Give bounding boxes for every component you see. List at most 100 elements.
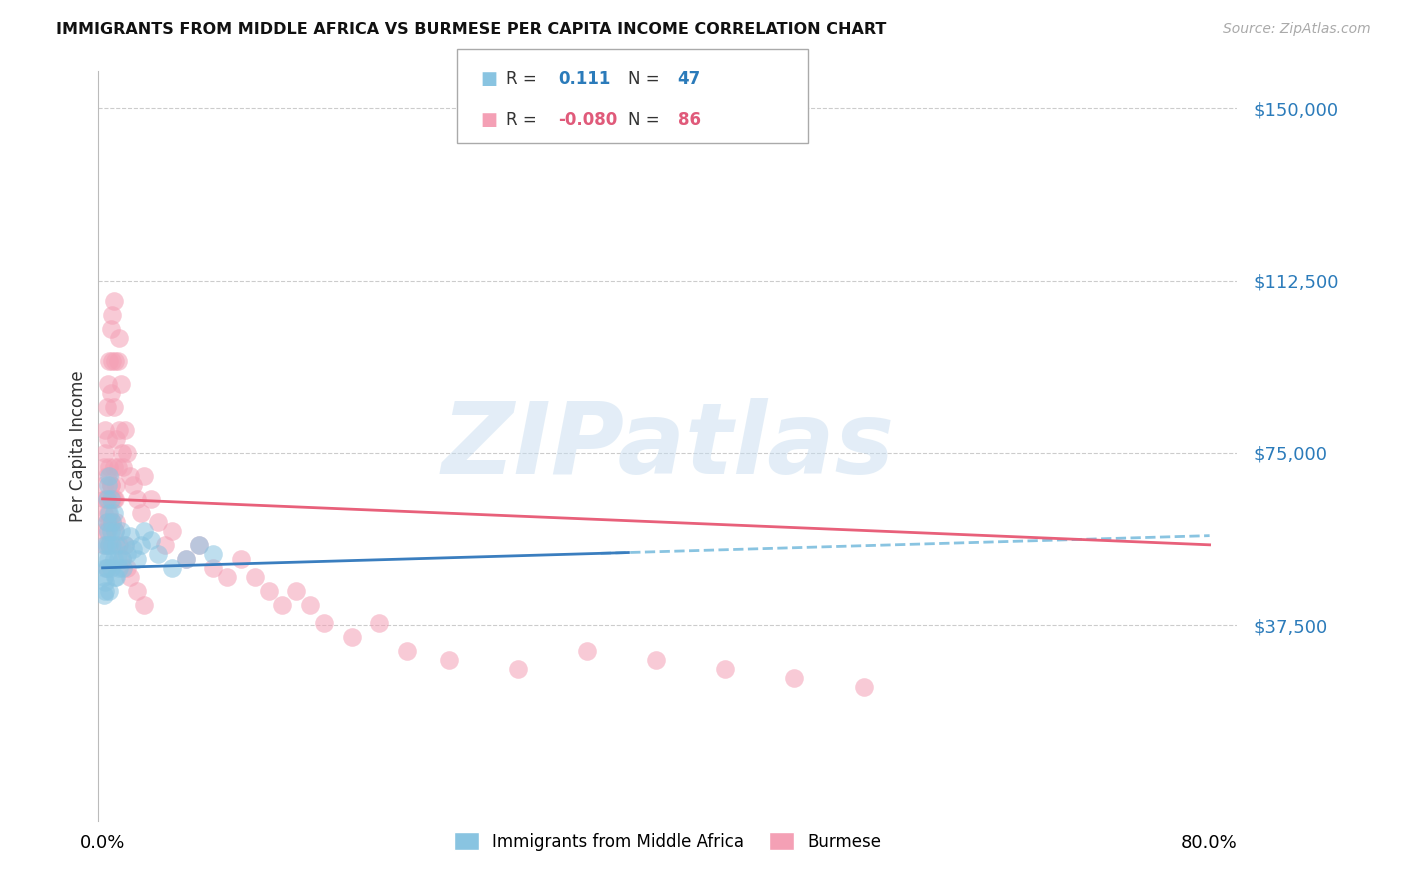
Point (93, 570, 115, 584)
Point (98, 354, 121, 368)
Point (100, 524, 122, 538)
Point (97, 432, 120, 446)
Point (98, 538, 121, 552)
Text: N =: N = (628, 70, 659, 88)
Point (437, 653, 460, 667)
Point (114, 538, 136, 552)
Point (105, 432, 128, 446)
Point (103, 491, 125, 506)
Point (312, 615, 335, 630)
Point (93, 506, 115, 520)
Point (103, 551, 125, 566)
Text: 86: 86 (678, 111, 700, 128)
Point (98, 515, 121, 529)
Point (103, 400, 125, 414)
Point (146, 547, 169, 561)
Point (93, 459, 115, 474)
Point (100, 478, 122, 492)
Point (94, 561, 117, 575)
Point (139, 533, 162, 548)
Text: Source: ZipAtlas.com: Source: ZipAtlas.com (1223, 22, 1371, 37)
Point (285, 583, 308, 598)
Point (98, 538, 121, 552)
Point (107, 551, 129, 566)
Point (96, 468, 118, 483)
Point (98, 506, 121, 520)
Point (103, 459, 125, 474)
Point (97, 491, 120, 506)
Point (229, 551, 252, 566)
Point (120, 528, 142, 542)
Point (120, 570, 142, 584)
Point (96, 491, 118, 506)
Point (93, 588, 115, 602)
Point (111, 446, 134, 460)
Point (110, 524, 132, 538)
Point (93, 538, 115, 552)
Point (108, 561, 131, 575)
Point (101, 515, 124, 529)
Point (257, 583, 280, 598)
Point (506, 662, 529, 676)
Point (112, 459, 135, 474)
Text: 0.111: 0.111 (558, 70, 610, 88)
Point (108, 331, 131, 345)
Point (107, 354, 129, 368)
Point (98, 468, 121, 483)
Point (146, 515, 169, 529)
Point (96, 515, 118, 529)
Point (132, 524, 155, 538)
Point (101, 538, 124, 552)
Point (120, 468, 142, 483)
Point (114, 538, 136, 552)
Point (97, 524, 120, 538)
Point (202, 547, 225, 561)
Point (111, 551, 134, 566)
Point (105, 515, 128, 529)
Point (104, 354, 127, 368)
Point (112, 561, 135, 575)
Point (98, 583, 121, 598)
Point (127, 551, 149, 566)
Point (271, 598, 294, 612)
Point (368, 615, 391, 630)
Text: R =: R = (506, 70, 537, 88)
Point (97, 376, 120, 391)
Point (94, 491, 117, 506)
Point (100, 478, 122, 492)
Point (153, 538, 176, 552)
Point (111, 551, 134, 566)
Point (108, 538, 131, 552)
Point (160, 524, 183, 538)
Point (97, 551, 120, 566)
Point (94, 524, 117, 538)
Point (104, 524, 127, 538)
Point (243, 570, 266, 584)
Point (105, 570, 128, 584)
Point (94, 583, 117, 598)
Point (783, 671, 806, 685)
Point (340, 630, 363, 644)
Point (217, 570, 239, 584)
Point (117, 446, 139, 460)
Point (122, 478, 145, 492)
Y-axis label: Per Capita Income: Per Capita Income (69, 370, 87, 522)
Point (575, 643, 598, 657)
Point (127, 583, 149, 598)
Point (174, 551, 197, 566)
Point (114, 423, 136, 437)
Point (188, 538, 211, 552)
Point (132, 598, 155, 612)
Point (93, 478, 115, 492)
Point (96, 515, 118, 529)
Point (131, 538, 153, 552)
Point (105, 478, 128, 492)
Text: ■: ■ (481, 70, 498, 88)
Point (299, 598, 322, 612)
Point (104, 570, 127, 584)
Point (104, 524, 127, 538)
Point (117, 561, 139, 575)
Point (94, 423, 117, 437)
Point (139, 491, 162, 506)
Point (101, 515, 124, 529)
